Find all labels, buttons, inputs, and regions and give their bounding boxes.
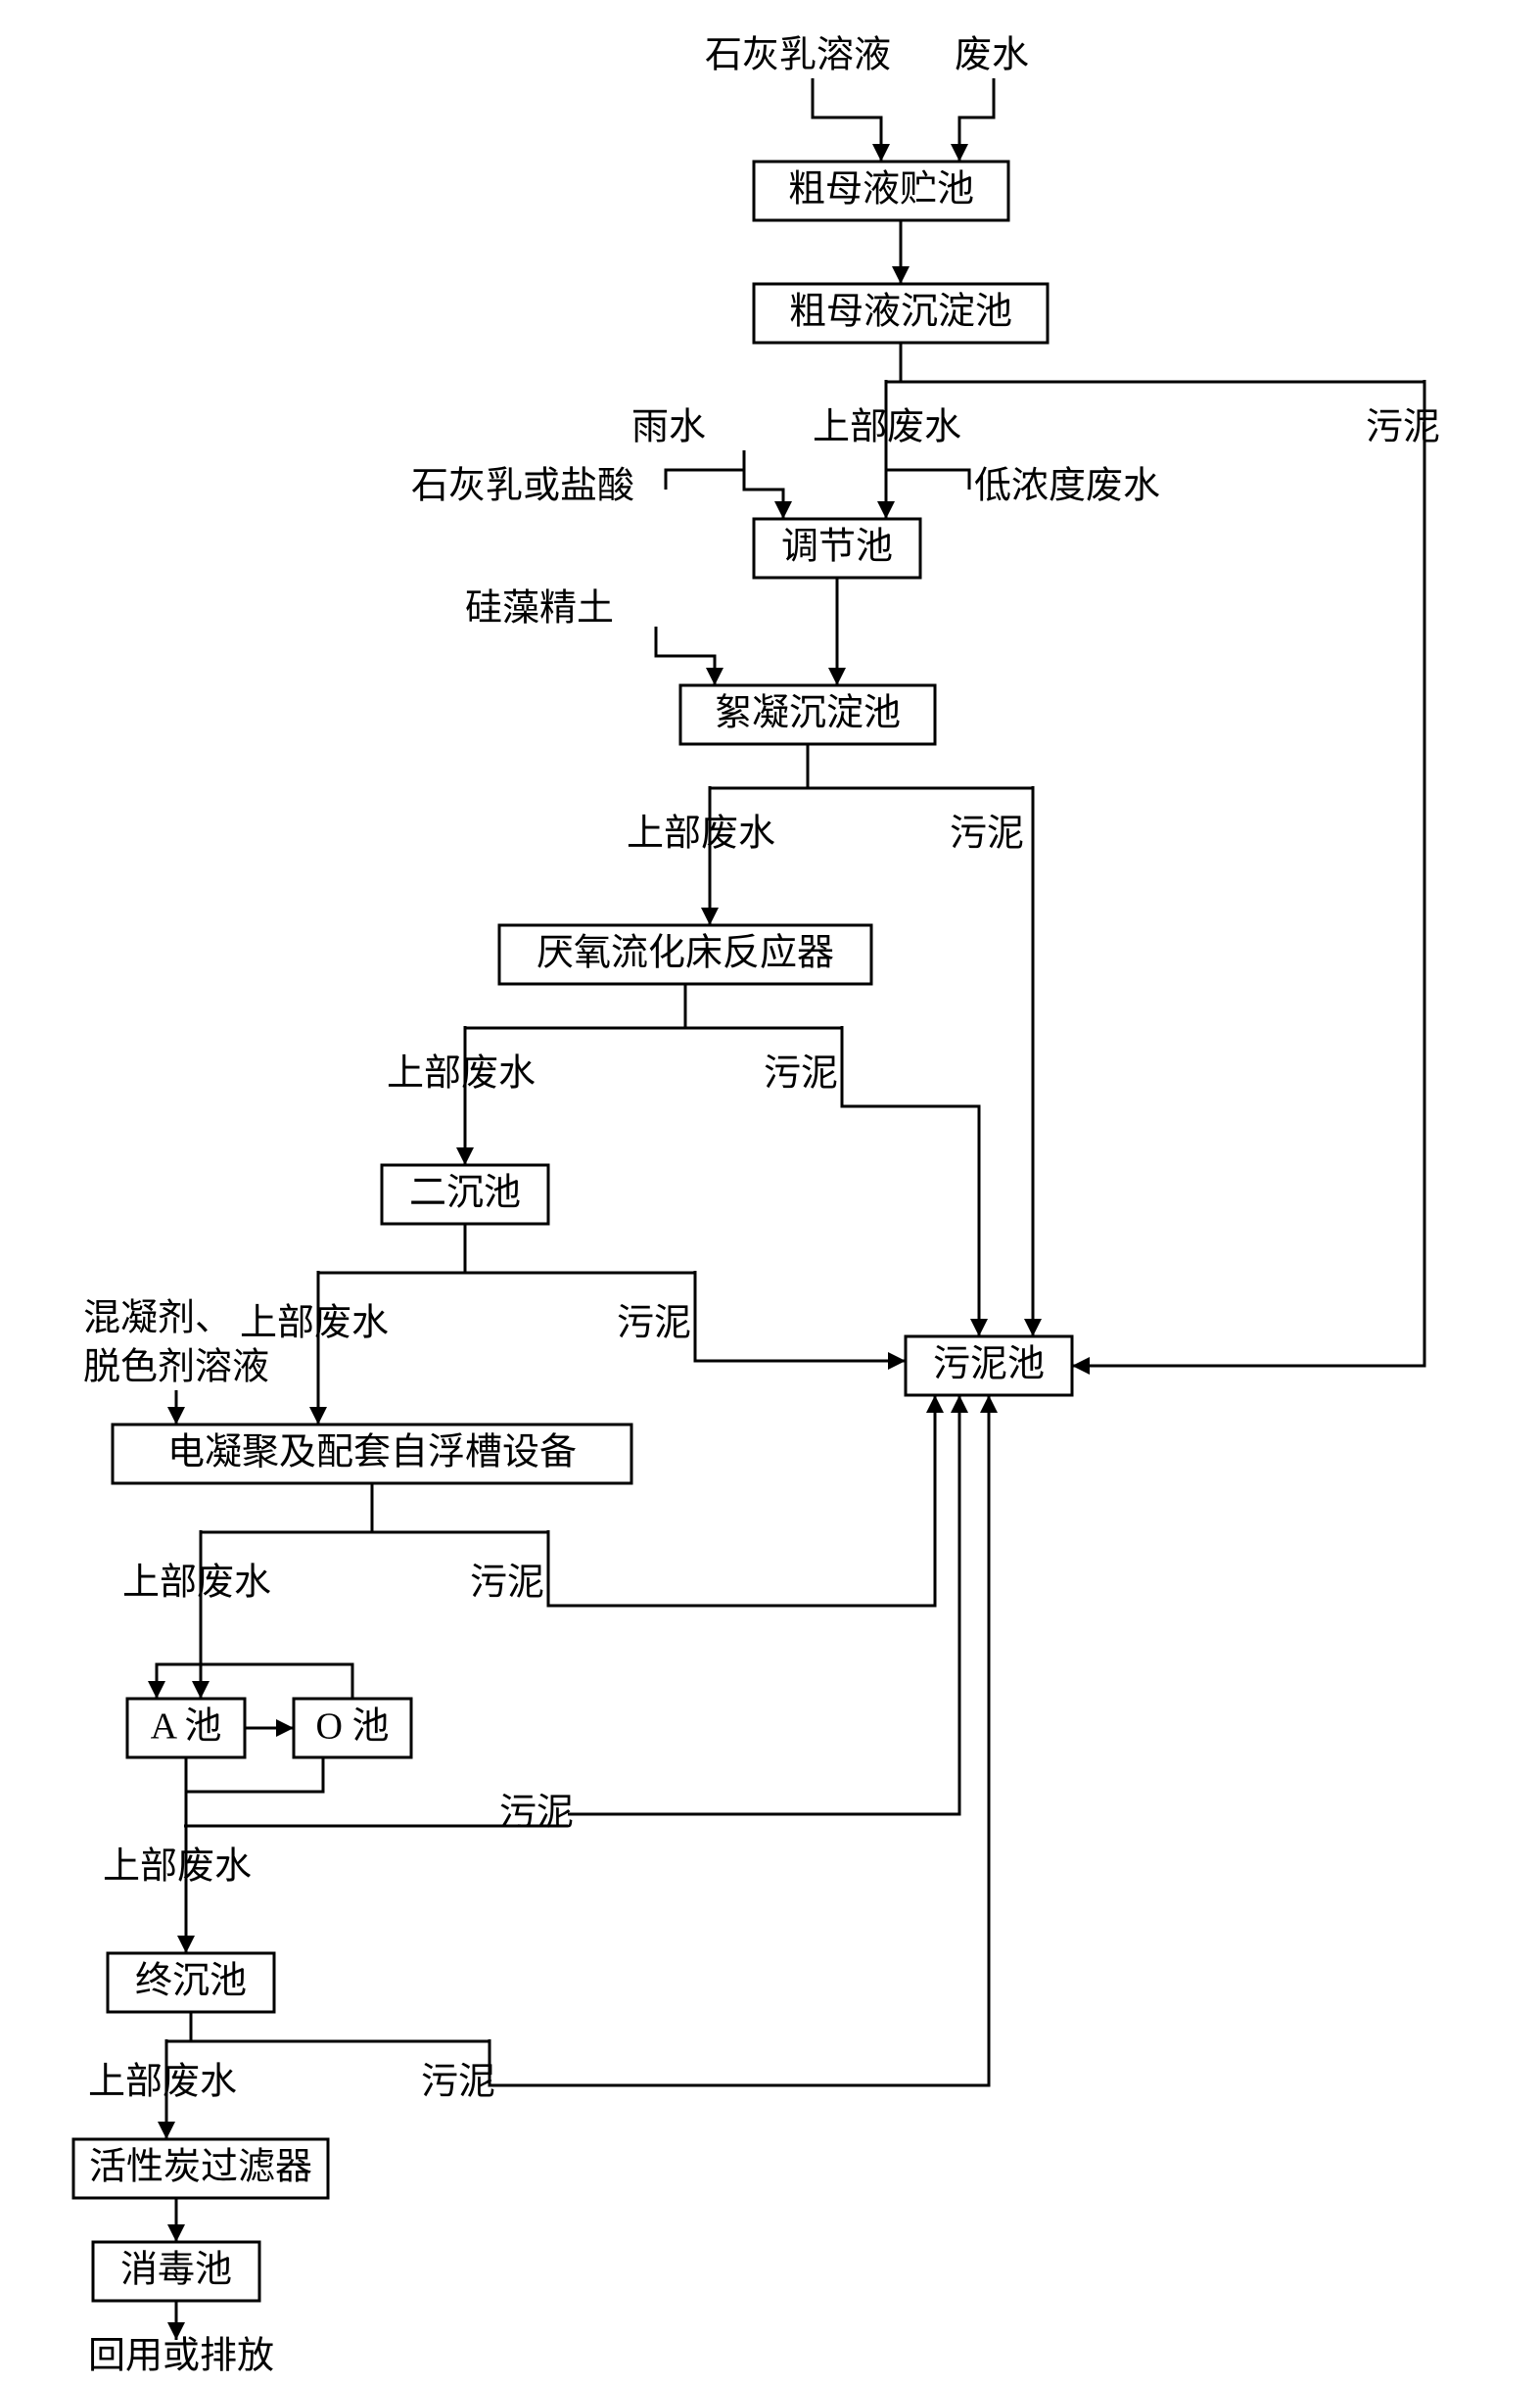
anaerobic-fluidized-reactor-label: 厌氧流化床反应器 (537, 933, 834, 974)
arrowhead (970, 1319, 988, 1336)
sludge-7: 污泥 (421, 2062, 495, 2103)
arrowhead (926, 1395, 944, 1413)
arrowhead (276, 1719, 294, 1737)
arrowhead (774, 501, 792, 519)
flocculation-sediment-label: 絮凝沉淀池 (715, 693, 901, 734)
a-tank-label: A 池 (151, 1706, 222, 1748)
anaerobic-fluidized-reactor: 厌氧流化床反应器 (499, 925, 871, 984)
arrowhead (167, 2224, 185, 2242)
e-lime2-adj (666, 470, 744, 490)
final-sediment: 终沉池 (108, 1953, 274, 2012)
rainwater: 雨水 (631, 407, 706, 448)
o-tank: O 池 (294, 1699, 411, 1757)
arrowhead (951, 144, 968, 162)
sludge-tank: 污泥池 (906, 1336, 1072, 1395)
arrowhead (1024, 1319, 1042, 1336)
crude-mother-liquor-storage: 粗母液贮池 (754, 162, 1008, 220)
sludge-3: 污泥 (764, 1053, 838, 1095)
disinfection-tank: 消毒池 (93, 2242, 259, 2301)
electrocoagulation-flotation: 电凝聚及配套自浮槽设备 (113, 1425, 631, 1483)
arrowhead (828, 668, 846, 685)
sludge-5: 污泥 (470, 1563, 544, 1604)
flocculation-sediment: 絮凝沉淀池 (680, 685, 935, 744)
wastewater: 废水 (955, 35, 1029, 76)
e-o-join (186, 1757, 323, 1792)
upper-wastewater-7: 上部废水 (88, 2062, 237, 2103)
arrowhead (177, 1936, 195, 1953)
coagulant-line1: 混凝剂、 (83, 1298, 232, 1339)
arrowhead (892, 266, 910, 284)
arrowhead (877, 501, 895, 519)
sludge-tank-label: 污泥池 (933, 1344, 1045, 1385)
crude-mother-liquor-sediment: 粗母液沉淀池 (754, 284, 1048, 343)
arrowhead (706, 668, 723, 685)
crude-mother-liquor-storage-label: 粗母液贮池 (788, 169, 974, 210)
secondary-sediment: 二沉池 (382, 1165, 548, 1224)
lime-milk-solution: 石灰乳溶液 (705, 35, 891, 76)
e-fork3-sl (842, 1026, 979, 1336)
upper-wastewater-3: 上部废水 (387, 1053, 536, 1095)
arrowhead (701, 908, 719, 925)
low-conc-wastewater: 低浓度废水 (974, 466, 1160, 507)
activated-carbon-filter: 活性炭过滤器 (73, 2139, 328, 2198)
arrowhead (158, 2122, 175, 2139)
upper-wastewater-4: 上部废水 (240, 1303, 389, 1344)
diatomite: 硅藻精土 (465, 588, 614, 630)
o-tank-label: O 池 (316, 1706, 390, 1748)
e-rain-adj (744, 450, 783, 519)
regulating-tank: 调节池 (754, 519, 920, 578)
upper-wastewater-5: 上部废水 (122, 1563, 271, 1604)
upper-wastewater-6: 上部废水 (103, 1846, 252, 1888)
reuse-or-discharge: 回用或排放 (88, 2336, 274, 2377)
coagulant-line2: 脱色剂溶液 (83, 1347, 269, 1388)
disinfection-tank-label: 消毒池 (120, 2250, 232, 2291)
arrowhead (456, 1147, 474, 1165)
arrowhead (980, 1395, 998, 1413)
arrowhead (1072, 1357, 1090, 1375)
regulating-tank-label: 调节池 (781, 527, 893, 568)
e-low-adj (886, 470, 969, 490)
upper-wastewater-1: 上部废水 (813, 407, 961, 448)
electrocoagulation-flotation-label: 电凝聚及配套自浮槽设备 (167, 1432, 577, 1473)
arrowhead (888, 1352, 906, 1370)
upper-wastewater-2: 上部废水 (627, 814, 775, 855)
activated-carbon-filter-label: 活性炭过滤器 (89, 2147, 312, 2188)
e-fork7-sl (490, 1395, 989, 2085)
lime-or-hcl: 石灰乳或盐酸 (411, 466, 634, 507)
e-lime1-store (813, 78, 881, 162)
e-o-a-return (157, 1664, 352, 1699)
a-tank: A 池 (127, 1699, 245, 1757)
arrowhead (148, 1681, 165, 1699)
arrowhead (951, 1395, 968, 1413)
e-diatom-floc (656, 627, 715, 685)
sludge-1: 污泥 (1366, 407, 1440, 448)
arrowhead (192, 1681, 210, 1699)
arrowhead (309, 1407, 327, 1425)
crude-mother-liquor-sediment-label: 粗母液沉淀池 (789, 292, 1012, 333)
e-fork1-sl (1072, 380, 1424, 1366)
sludge-6: 污泥 (499, 1793, 574, 1834)
e-fork4-sl (695, 1271, 906, 1361)
arrowhead (872, 144, 890, 162)
final-sediment-label: 终沉池 (135, 1961, 247, 2002)
sludge-2: 污泥 (950, 814, 1024, 855)
sludge-4: 污泥 (617, 1303, 691, 1344)
secondary-sediment-label: 二沉池 (409, 1173, 521, 1214)
arrowhead (167, 1407, 185, 1425)
